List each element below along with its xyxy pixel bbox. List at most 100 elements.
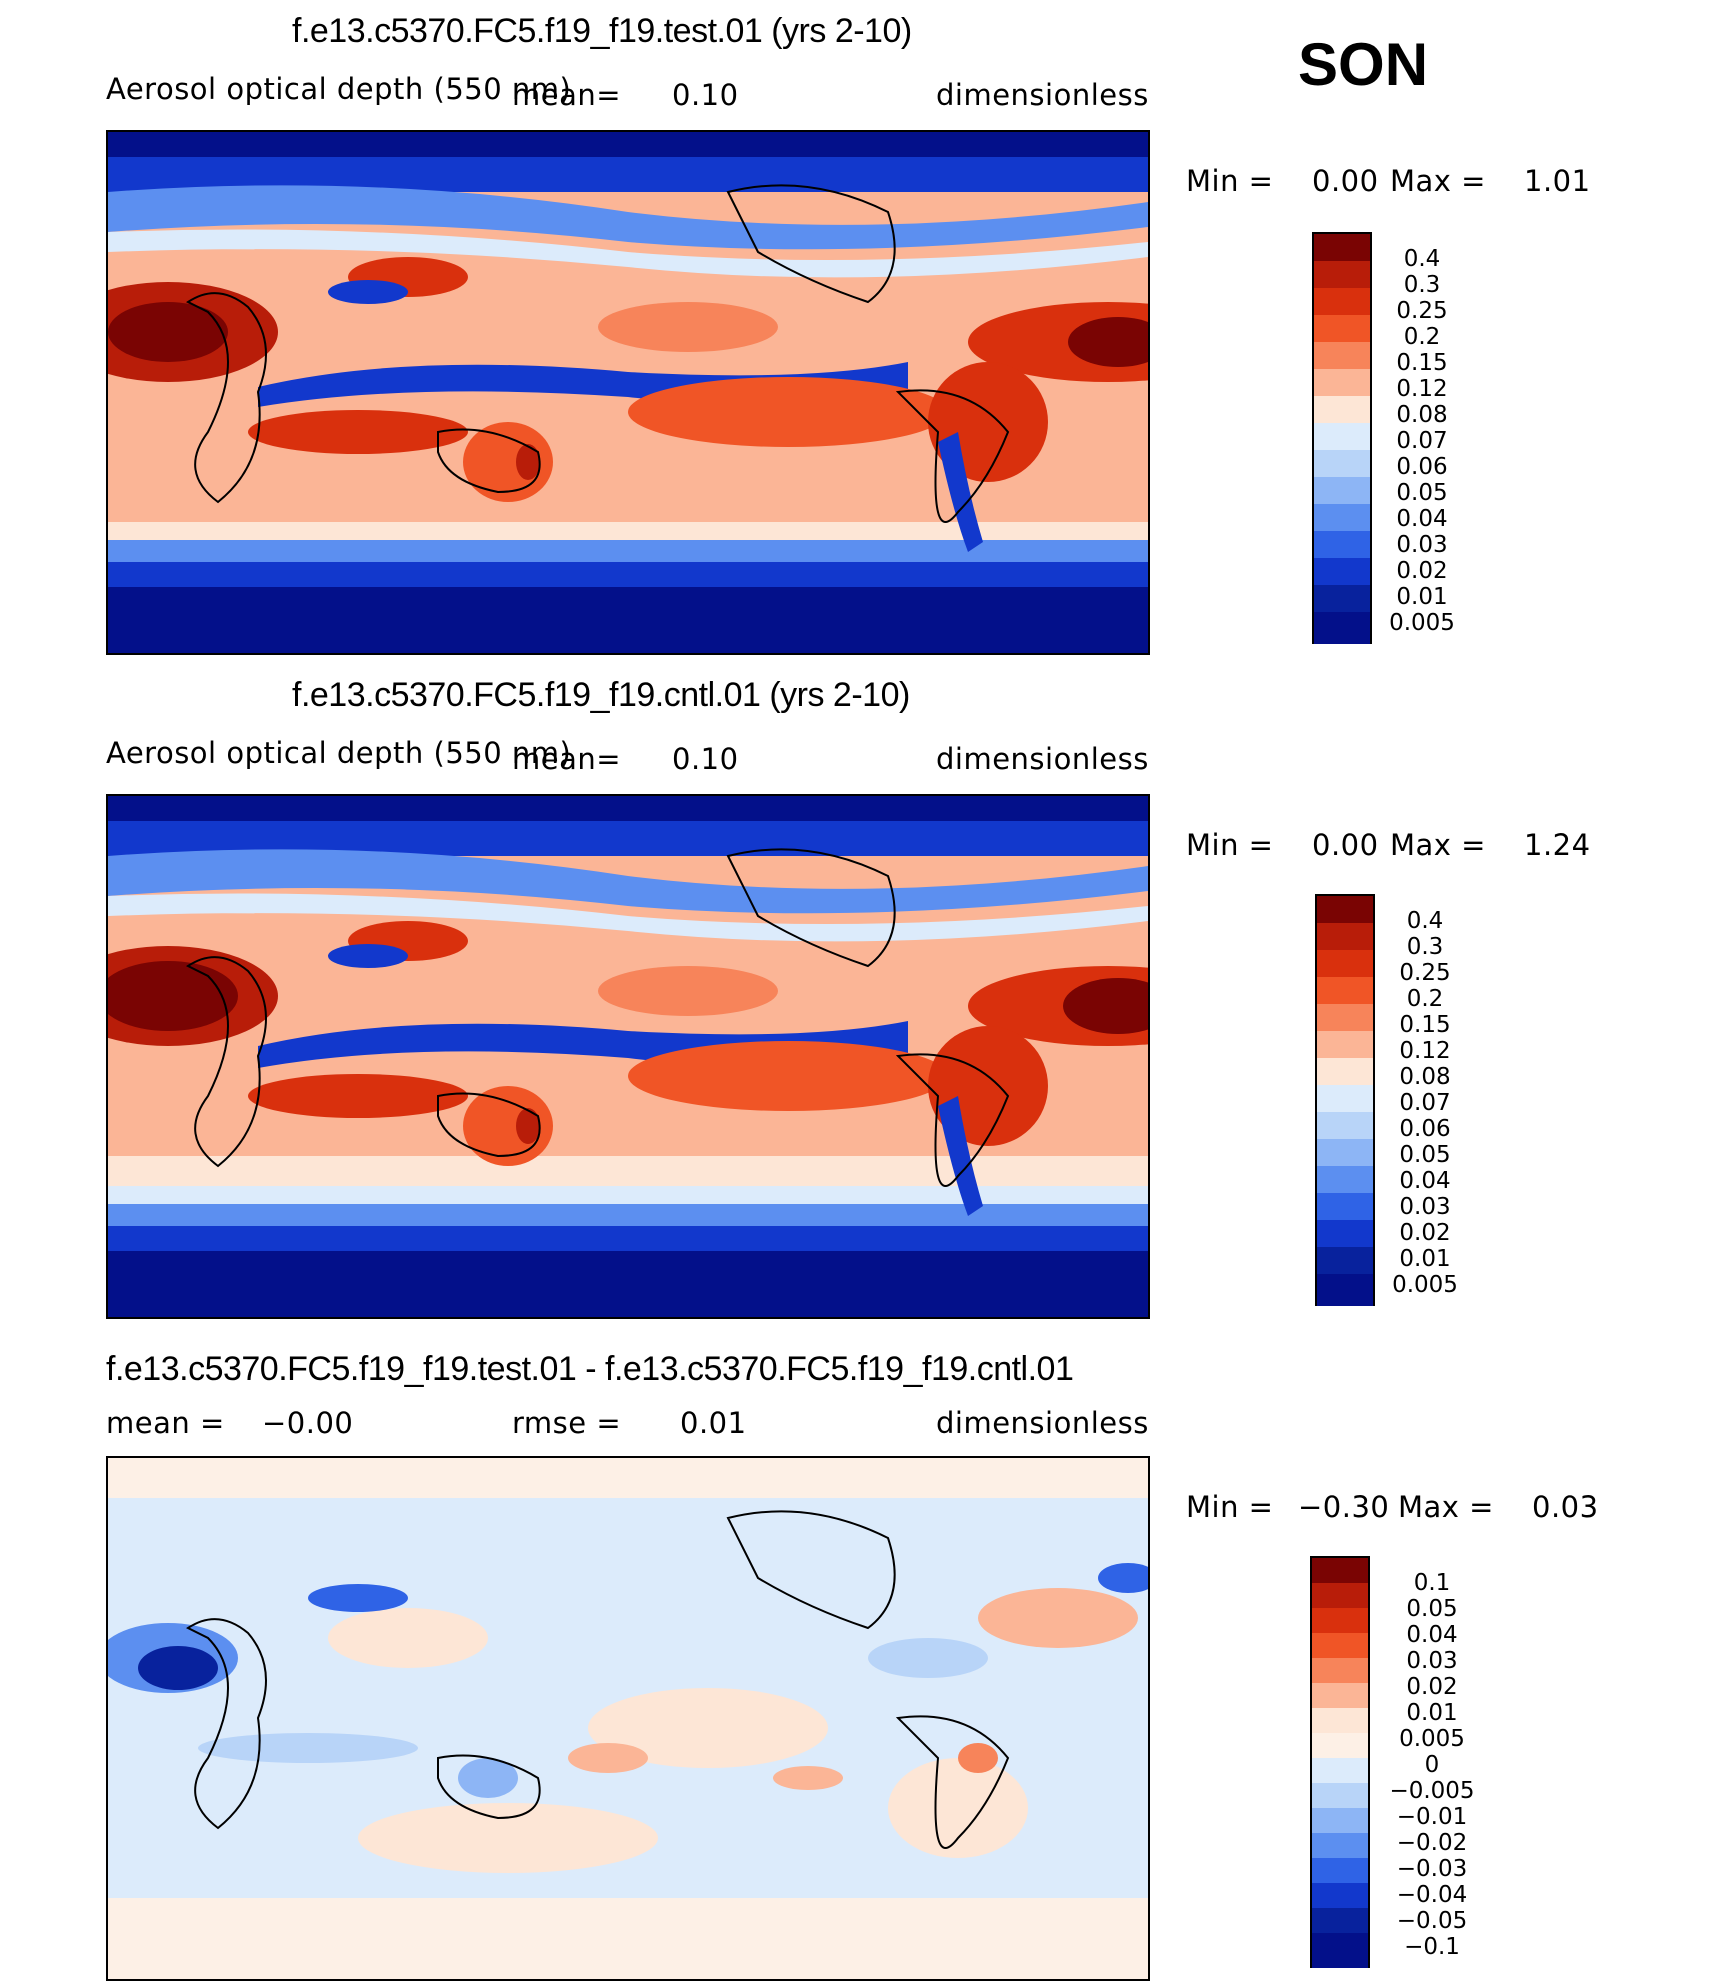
panel2-cbar-label-11: 0.03 [1399,1194,1451,1220]
panel1-cbar-label-14: 0.005 [1389,610,1455,636]
panel3-cbar-label-8: −0.005 [1389,1778,1475,1804]
panel1-title: f.e13.c5370.FC5.f19_f19.test.01 (yrs 2-1… [292,12,912,50]
panel3-swatch-7 [1312,1733,1368,1759]
panel3-rmse-value: 0.01 [680,1406,747,1440]
panel2-swatch-0 [1317,896,1373,924]
panel3-max-value: 0.03 [1532,1490,1599,1524]
panel3-min-label: Min = [1186,1490,1274,1524]
panel2-map [106,794,1150,1319]
panel1-cbar-label-1: 0.3 [1403,272,1441,298]
panel2-max-value: 1.24 [1524,828,1591,862]
panel3-swatch-6 [1312,1708,1368,1734]
panel1-cbar-label-11: 0.03 [1396,532,1448,558]
panel2-swatch-13 [1317,1247,1373,1275]
panel3-swatch-9 [1312,1783,1368,1809]
panel2-cbar-label-14: 0.005 [1392,1272,1458,1298]
panel1-mean-label: mean= [512,78,622,112]
panel1-units: dimensionless [936,78,1149,112]
panel1-cbar-label-9: 0.05 [1396,480,1448,506]
panel2-colorbar [1315,894,1375,1306]
panel2-min-label: Min = [1186,828,1274,862]
panel3-cbar-label-11: −0.03 [1396,1856,1468,1882]
panel2-swatch-7 [1317,1085,1373,1113]
panel3-cbar-label-1: 0.05 [1406,1596,1458,1622]
panel3-min-value: −0.30 [1298,1490,1390,1524]
panel3-swatch-0 [1312,1558,1368,1584]
panel2-cbar-label-12: 0.02 [1399,1220,1451,1246]
panel3-title: f.e13.c5370.FC5.f19_f19.test.01 - f.e13.… [106,1350,1074,1388]
panel1-swatch-10 [1314,504,1370,532]
panel2-cbar-label-10: 0.04 [1399,1168,1451,1194]
panel1-map [106,130,1150,655]
panel1-cbar-label-12: 0.02 [1396,558,1448,584]
panel3-mean-label: mean = [106,1406,225,1440]
panel3-cbar-label-9: −0.01 [1396,1804,1468,1830]
panel2-max-label: Max = [1390,828,1486,862]
panel2-swatch-14 [1317,1274,1373,1306]
panel2-cbar-label-7: 0.07 [1399,1090,1451,1116]
panel2-swatch-10 [1317,1166,1373,1194]
panel2-units: dimensionless [936,742,1149,776]
panel3-swatch-11 [1312,1833,1368,1859]
panel2-swatch-8 [1317,1112,1373,1140]
panel3-swatch-4 [1312,1658,1368,1684]
panel2-min-value: 0.00 [1312,828,1379,862]
panel3-swatch-2 [1312,1608,1368,1634]
panel3-cbar-label-14: −0.1 [1404,1934,1460,1960]
panel1-cbar-label-0: 0.4 [1403,246,1441,272]
panel3-swatch-13 [1312,1883,1368,1909]
panel3-cbar-label-7: 0 [1424,1752,1440,1778]
panel3-swatch-15 [1312,1933,1368,1968]
panel3-cbar-label-6: 0.005 [1399,1726,1465,1752]
panel2-cbar-label-3: 0.2 [1406,986,1444,1012]
panel1-swatch-6 [1314,396,1370,424]
panel2-title: f.e13.c5370.FC5.f19_f19.cntl.01 (yrs 2-1… [292,676,910,714]
panel3-units: dimensionless [936,1406,1149,1440]
panel2-cbar-label-8: 0.06 [1399,1116,1451,1142]
panel2-swatch-6 [1317,1058,1373,1086]
panel1-cbar-label-3: 0.2 [1403,324,1441,350]
panel1-min-label: Min = [1186,164,1274,198]
panel1-min-value: 0.00 [1312,164,1379,198]
panel1-swatch-12 [1314,558,1370,586]
panel1-max-value: 1.01 [1524,164,1591,198]
season-label: SON [1298,31,1429,98]
panel2-cbar-label-0: 0.4 [1406,908,1444,934]
panel3-swatch-3 [1312,1633,1368,1659]
panel1-swatch-9 [1314,477,1370,505]
panel1-swatch-8 [1314,450,1370,478]
panel3-swatch-12 [1312,1858,1368,1884]
panel2-swatch-3 [1317,977,1373,1005]
panel2-swatch-5 [1317,1031,1373,1059]
panel2-cbar-label-1: 0.3 [1406,934,1444,960]
panel2-swatch-2 [1317,950,1373,978]
panel1-swatch-11 [1314,531,1370,559]
panel2-variable: Aerosol optical depth (550 nm) [106,736,572,770]
panel3-swatch-1 [1312,1583,1368,1609]
panel3-swatch-10 [1312,1808,1368,1834]
panel1-swatch-13 [1314,585,1370,613]
panel3-swatch-8 [1312,1758,1368,1784]
panel3-rmse-label: rmse = [512,1406,622,1440]
panel2-cbar-label-5: 0.12 [1399,1038,1451,1064]
panel2-cbar-label-4: 0.15 [1399,1012,1451,1038]
panel3-swatch-5 [1312,1683,1368,1709]
panel1-swatch-4 [1314,342,1370,370]
panel2-cbar-label-2: 0.25 [1399,960,1451,986]
panel1-swatch-0 [1314,234,1370,262]
panel3-cbar-label-4: 0.02 [1406,1674,1458,1700]
panel3-mean-value: −0.00 [262,1406,354,1440]
panel3-cbar-label-2: 0.04 [1406,1622,1458,1648]
panel3-cbar-label-3: 0.03 [1406,1648,1458,1674]
panel3-max-label: Max = [1398,1490,1494,1524]
panel1-swatch-7 [1314,423,1370,451]
panel2-swatch-9 [1317,1139,1373,1167]
panel3-cbar-label-10: −0.02 [1396,1830,1468,1856]
panel1-swatch-14 [1314,612,1370,644]
panel1-colorbar [1312,232,1372,644]
panel1-cbar-label-2: 0.25 [1396,298,1448,324]
panel3-cbar-label-13: −0.05 [1396,1908,1468,1934]
panel3-cbar-label-5: 0.01 [1406,1700,1458,1726]
panel1-cbar-label-7: 0.07 [1396,428,1448,454]
panel1-swatch-5 [1314,369,1370,397]
